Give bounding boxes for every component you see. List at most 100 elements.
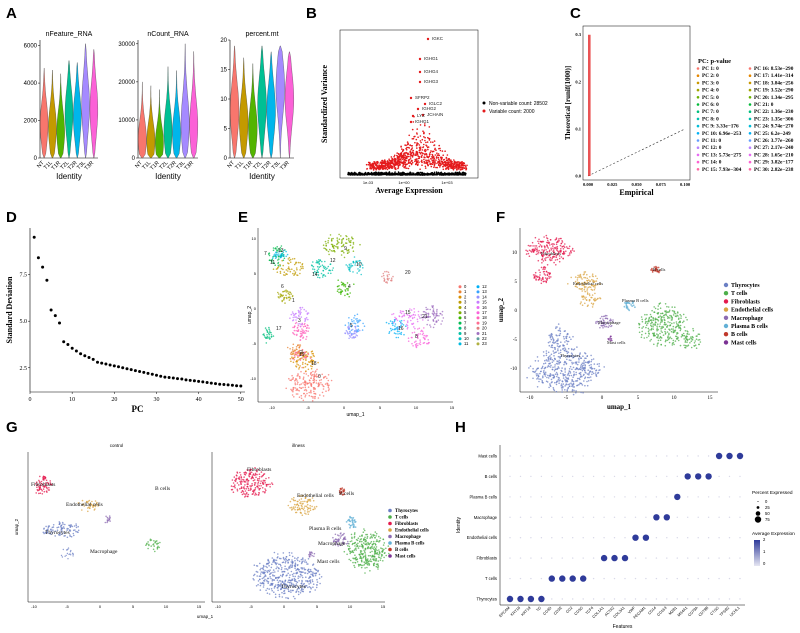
- cluster-point: [351, 247, 354, 249]
- cluster-point: [351, 337, 353, 339]
- cluster-point: [291, 394, 294, 396]
- tcell-point: [682, 332, 685, 335]
- fibroblast-point: [555, 238, 558, 240]
- cluster-point: [413, 326, 415, 328]
- tcell-point: [147, 541, 149, 543]
- tcell-point: [675, 315, 677, 318]
- endothelial-point: [591, 294, 594, 296]
- tcell-point: [660, 330, 662, 332]
- nonvariable-gene: [382, 173, 385, 176]
- variable-gene: [420, 141, 422, 144]
- x-tick-label: 0.000: [583, 182, 594, 187]
- cluster-point: [395, 336, 398, 339]
- cluster-point: [304, 320, 306, 323]
- tcell-point: [669, 321, 671, 324]
- gene-label: IGHG2: [422, 106, 437, 111]
- thyrocyte-point: [568, 368, 571, 370]
- cluster-point: [335, 245, 337, 248]
- y-axis-label: Standard Deviation: [5, 276, 14, 343]
- thyrocyte-point: [544, 375, 547, 377]
- thyrocyte-point: [564, 389, 566, 391]
- cluster-point: [413, 316, 416, 319]
- variable-gene: [369, 166, 372, 168]
- endothelial-point: [584, 290, 586, 293]
- cluster-point: [312, 268, 314, 270]
- fibroblast-point: [234, 484, 236, 486]
- variable-gene: [418, 146, 421, 149]
- cluster-point: [417, 328, 419, 330]
- macrophage-point: [108, 515, 111, 517]
- cluster-point: [352, 241, 355, 244]
- cluster-point: [322, 269, 325, 272]
- thyrocyte-point: [563, 338, 565, 340]
- x-tick-label: T1L: [43, 160, 54, 171]
- cluster-point: [425, 336, 427, 338]
- variable-gene: [373, 166, 375, 168]
- thyrocyte-point: [77, 525, 79, 528]
- cluster-point: [304, 366, 307, 368]
- tcell-point: [651, 309, 653, 312]
- elbow-point: [138, 370, 142, 373]
- endothelial-point: [588, 299, 591, 301]
- cluster-point: [300, 311, 302, 314]
- thyrocyte-point: [544, 359, 546, 362]
- x-tick-label: 15: [450, 405, 455, 410]
- thyrocyte-point: [573, 374, 575, 376]
- variable-gene: [445, 157, 448, 159]
- thyrocyte-point: [548, 386, 550, 389]
- variable-gene: [424, 167, 427, 169]
- variable-gene: [402, 155, 404, 158]
- variable-gene: [395, 164, 397, 166]
- variable-gene: [406, 146, 408, 149]
- fibroblast-point: [262, 483, 265, 485]
- nonvariable-gene: [393, 174, 396, 176]
- cluster-point: [303, 392, 306, 395]
- x-tick-label: 5: [132, 604, 135, 609]
- variable-gene: [446, 166, 449, 169]
- thyrocyte-point: [576, 377, 579, 380]
- thyrocyte-point: [540, 378, 542, 381]
- cluster-point: [307, 330, 310, 333]
- cluster-point: [288, 296, 290, 299]
- thyrocyte-point: [574, 361, 577, 364]
- nonvariable-gene: [458, 173, 461, 175]
- cluster-point: [386, 270, 388, 273]
- cluster-point: [312, 354, 315, 357]
- cluster-point: [412, 314, 415, 316]
- cluster-point: [277, 261, 280, 264]
- thyrocyte-point: [576, 384, 578, 387]
- variable-gene: [433, 165, 436, 167]
- thyrocyte-point: [556, 360, 558, 362]
- x-tick-label: -10: [31, 604, 38, 609]
- variable-gene: [407, 167, 410, 170]
- thyrocyte-point: [534, 360, 537, 362]
- tcell-point: [666, 331, 669, 333]
- tcell-point: [656, 329, 658, 332]
- nonvariable-gene: [354, 172, 356, 175]
- x-tick-label: 5: [379, 405, 382, 410]
- cluster-point: [337, 247, 339, 250]
- variable-gene: [409, 155, 412, 157]
- cluster-point: [406, 320, 409, 322]
- tcell-point: [680, 315, 682, 317]
- thyrocyte-point: [572, 349, 575, 351]
- variable-gene: [442, 154, 445, 156]
- fibroblast-point: [551, 243, 553, 245]
- elbow-point: [146, 371, 150, 375]
- cluster-point: [300, 394, 303, 397]
- cluster-point: [347, 237, 350, 240]
- legend-dot: [748, 146, 752, 149]
- cluster-point: [345, 264, 348, 266]
- variable-gene: [418, 161, 420, 163]
- elbow-point: [230, 383, 234, 387]
- cluster-point: [292, 312, 295, 315]
- legend-entry: PC 20: 1.34e−295: [754, 95, 794, 101]
- tcell-point: [663, 323, 666, 326]
- panel-label-b: B: [306, 5, 317, 22]
- cluster-point: [287, 266, 290, 268]
- cluster-point: [348, 317, 350, 319]
- thyrocyte-point: [562, 383, 565, 385]
- cluster-point: [342, 285, 345, 287]
- thyrocyte-point: [554, 364, 556, 366]
- tcell-point: [674, 329, 677, 332]
